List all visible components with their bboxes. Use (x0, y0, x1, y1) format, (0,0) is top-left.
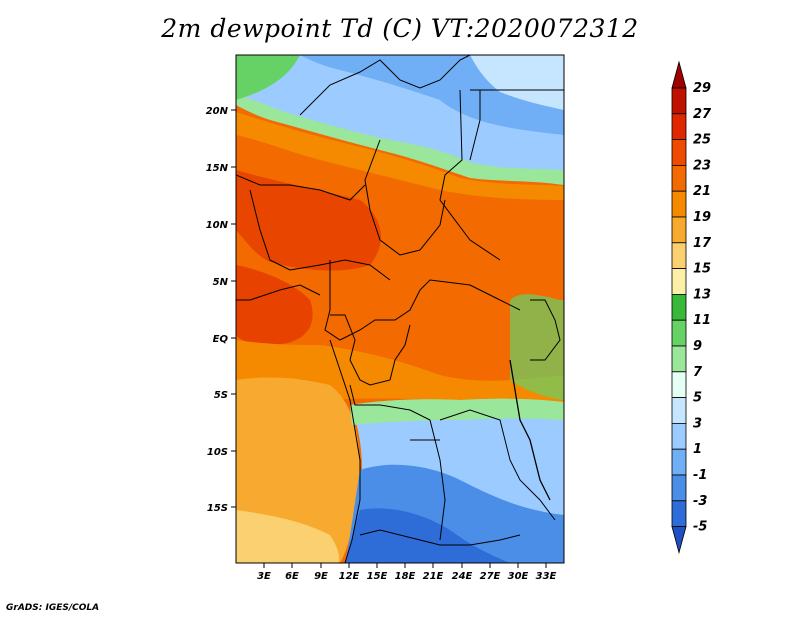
lon-label: 12E (339, 571, 360, 582)
coast-west (329, 339, 361, 563)
colorbar-swatch (671, 319, 687, 347)
border-1 (299, 55, 471, 116)
field-blue-south-3 (345, 508, 510, 563)
colorbar-label: 13 (693, 287, 711, 302)
field-red-core-west (236, 170, 381, 271)
lon-label: 21E (423, 571, 444, 582)
colorbar-swatch (671, 474, 687, 502)
colorbar-bottom-arrow (671, 526, 687, 555)
colorbar-label: 27 (693, 107, 712, 122)
lon-axis: 3E 6E 9E 12E 15E 18E 21E 24E 27E 30E 33E (257, 563, 557, 582)
border-14 (469, 90, 481, 161)
lat-label: 10S (207, 447, 228, 458)
colorbar-label: 25 (693, 133, 711, 148)
border-5 (249, 189, 391, 281)
field-red-gulf (236, 265, 313, 345)
lat-label: 5N (213, 277, 229, 288)
field-green-nw (236, 55, 300, 100)
lat-label: 15N (206, 163, 229, 174)
dewpoint-field (236, 55, 564, 563)
field-yellow-ocean (236, 510, 340, 563)
colorbar-swatch (671, 268, 687, 295)
border-4 (236, 174, 366, 201)
colorbar-swatch (671, 139, 687, 166)
colorbar-swatch (671, 216, 687, 244)
colorbar-label: -5 (693, 520, 707, 535)
colorbar-swatch (671, 397, 687, 424)
colorbar-swatch (671, 190, 687, 218)
colorbar-label: 3 (693, 416, 702, 431)
colorbar-label: 7 (693, 365, 703, 380)
colorbar-labels: 29 27 25 23 21 19 17 15 13 11 9 7 5 3 1 -1 -3 -5 (693, 81, 712, 535)
colorbar-label: 5 (693, 391, 702, 406)
border-9 (439, 409, 556, 521)
border-7 (330, 314, 411, 386)
lon-label: 18E (395, 571, 416, 582)
lat-label: 15S (207, 503, 228, 514)
colorbar-swatch (671, 500, 687, 527)
colorbar-swatch (671, 371, 687, 398)
field-green-east (510, 294, 564, 400)
lat-label: 5S (214, 390, 228, 401)
border-6 (324, 260, 521, 341)
lon-label: 3E (257, 571, 271, 582)
colorbar-label: 19 (693, 210, 711, 225)
colorbar-label: 29 (693, 81, 711, 96)
map-frame (235, 54, 565, 564)
map-title: 2m dewpoint Td (C) VT:2020072312 (161, 14, 639, 43)
boundaries (236, 55, 564, 563)
colorbar-label: 11 (693, 313, 711, 328)
lon-label: 33E (536, 571, 557, 582)
credit-text: GrADS: IGES/COLA (6, 603, 100, 613)
lon-label: 15E (367, 571, 388, 582)
lat-axis: 20N 15N 10N 5N EQ 5S 10S 15S (206, 106, 236, 514)
border-10 (359, 529, 521, 546)
field-orange-north (236, 112, 564, 200)
lon-label: 6E (285, 571, 299, 582)
border-13 (509, 359, 551, 501)
colorbar-label: 17 (693, 236, 712, 251)
colorbar-label: 23 (693, 158, 711, 173)
colorbar: 29 27 25 23 21 19 17 15 13 11 9 7 5 3 1 -1 -3 -5 (671, 60, 712, 555)
border-3 (364, 139, 446, 256)
lon-label: 27E (480, 571, 501, 582)
lon-label: 30E (508, 571, 529, 582)
border-12 (530, 299, 561, 361)
colorbar-swatch (671, 448, 687, 476)
lon-label: 24E (452, 571, 473, 582)
colorbar-label: 21 (693, 184, 711, 199)
colorbar-swatch (671, 113, 687, 141)
lon-label: 9E (314, 571, 328, 582)
colorbar-swatch (671, 87, 687, 115)
colorbar-swatch (671, 422, 687, 450)
lat-label: 20N (206, 106, 229, 117)
colorbar-label: 15 (693, 262, 711, 277)
coast-gulf (236, 284, 321, 301)
border-8 (349, 384, 446, 541)
field-green-south (350, 398, 564, 425)
colorbar-label: -3 (693, 494, 707, 509)
colorbar-label: 1 (693, 442, 702, 457)
lat-label: 10N (206, 220, 229, 231)
colorbar-label: 9 (693, 339, 702, 354)
colorbar-swatches (671, 60, 687, 555)
lat-label: EQ (213, 334, 229, 345)
field-lightblue-ne (470, 55, 564, 110)
colorbar-swatch (671, 164, 687, 192)
colorbar-top-arrow (671, 60, 687, 89)
colorbar-swatch (671, 293, 687, 321)
colorbar-label: -1 (693, 468, 707, 483)
border-2 (439, 89, 501, 261)
colorbar-swatch (671, 345, 687, 373)
colorbar-swatch (671, 242, 687, 270)
